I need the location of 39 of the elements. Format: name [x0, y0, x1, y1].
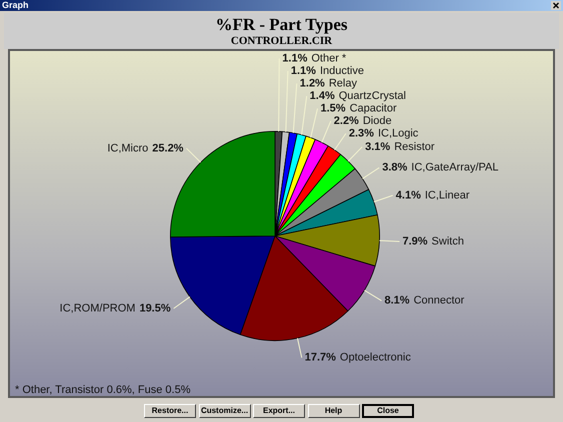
button: Restore...: [144, 404, 196, 418]
slice-label: Switch: [432, 236, 464, 248]
data-label: 1.5%: [320, 102, 346, 115]
slice-label: Connector: [414, 294, 465, 307]
data-label: 19.5%: [139, 302, 171, 315]
data-label: 2.3%: [348, 128, 374, 140]
slice-label: IC,Linear: [424, 189, 470, 202]
slice-label: IC,Micro: [107, 142, 148, 154]
slice-label: Inductive: [320, 65, 364, 78]
chart-title: %FR - Part Types: [214, 15, 349, 35]
data-label: 1.1%: [282, 52, 308, 65]
button: Help: [308, 404, 360, 418]
slice-label: IC,Logic: [378, 128, 419, 140]
data-label: 1.4%: [310, 90, 335, 102]
slice-label: Optoelectronic: [340, 352, 412, 364]
button: Close: [362, 404, 414, 418]
data-label: 25.2%: [152, 142, 184, 154]
data-label: 8.1%: [384, 294, 410, 307]
slice-label: IC,ROM/PROM: [60, 302, 136, 315]
data-label: 7.9%: [402, 236, 428, 248]
slice-label: QuartzCrystal: [338, 90, 406, 102]
slice-label: Diode: [362, 115, 392, 128]
slice-label: Resistor: [394, 140, 435, 153]
button: Export...: [253, 404, 305, 418]
button: Customize...: [198, 404, 250, 418]
chart-subtitle: CONTROLLER.CIR: [230, 35, 334, 48]
data-label: 17.7%: [304, 352, 336, 364]
slice-label: IC,GateArray/PAL: [411, 162, 499, 174]
data-label: 2.2%: [334, 115, 360, 128]
data-label: 4.1%: [396, 189, 422, 202]
text: * Other, Transistor 0.6%, Fuse 0.5%: [15, 384, 190, 396]
data-label: 1.1%: [290, 65, 316, 78]
slice-label: Relay: [328, 78, 358, 90]
data-label: 3.1%: [365, 140, 390, 153]
text: Graph: [2, 0, 29, 11]
slice-label: Other *: [311, 52, 347, 65]
data-label: 3.8%: [382, 162, 408, 174]
data-label: 1.2%: [300, 78, 326, 90]
slice-label: Capacitor: [350, 102, 397, 115]
